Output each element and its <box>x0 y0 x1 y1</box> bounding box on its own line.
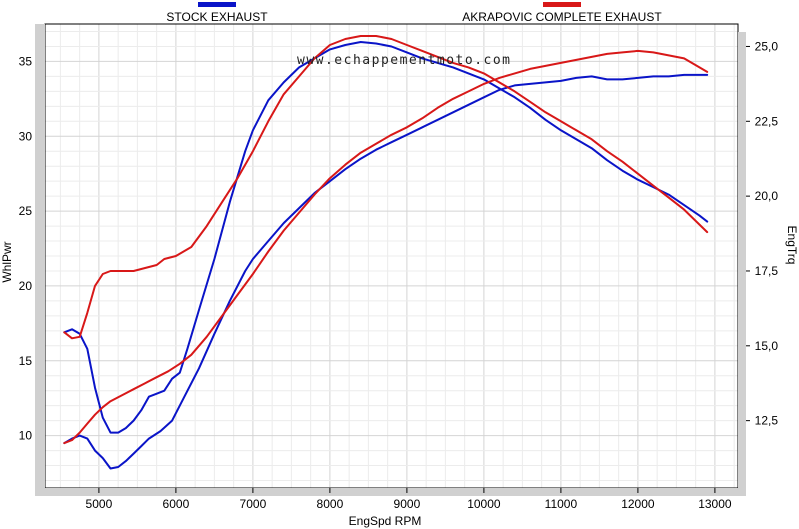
y-left-tick-label: 30 <box>19 129 33 143</box>
y-right-tick-label: 25,0 <box>755 39 779 53</box>
series-line-stock-power <box>63 73 709 470</box>
bottom-axis-band <box>45 488 746 496</box>
legend-label-akrapovic: AKRAPOVIC COMPLETE EXHAUST <box>462 10 662 24</box>
x-tick-label: 11000 <box>545 497 578 511</box>
y-axis-right-title: EngTrq <box>785 226 799 265</box>
y-left-tick-label: 20 <box>19 279 33 293</box>
x-tick-label: 5000 <box>86 497 113 511</box>
y-left-tick-label: 25 <box>19 204 33 218</box>
watermark-text: www.echappementmoto.com <box>297 53 512 68</box>
x-axis-title: EngSpd RPM <box>349 514 422 528</box>
y-right-tick-label: 20,0 <box>755 189 779 203</box>
y-left-tick-label: 10 <box>19 429 33 443</box>
y-right-tick-label: 17,5 <box>755 264 779 278</box>
series-group <box>63 35 709 470</box>
x-tick-label: 10000 <box>467 497 501 511</box>
legend-label-stock: STOCK EXHAUST <box>166 10 268 24</box>
y-right-tick-label: 15,0 <box>755 339 779 353</box>
series-line-akrapovic-power <box>63 49 709 445</box>
right-axis-band <box>738 32 746 496</box>
x-tick-label: 9000 <box>394 497 421 511</box>
series-line-stock-torque <box>63 41 709 434</box>
series-line-akrapovic-torque <box>63 35 709 340</box>
x-tick-label: 6000 <box>163 497 190 511</box>
y-right-tick-label: 12,5 <box>755 414 779 428</box>
y-left-tick-label: 15 <box>19 354 33 368</box>
left-axis-band <box>35 24 45 496</box>
x-tick-label: 8000 <box>317 497 344 511</box>
x-tick-label: 12000 <box>621 497 655 511</box>
y-axis-left-title: WhlPwr <box>0 241 14 282</box>
y-left-tick-label: 35 <box>19 54 33 68</box>
y-right-tick-label: 22,5 <box>755 114 779 128</box>
grid <box>45 24 738 488</box>
legend-swatch-akrapovic <box>543 2 581 7</box>
x-tick-label: 7000 <box>240 497 267 511</box>
ticks-group: 5000 6000 7000 8000 9000 10000 11000 12000 13000… <box>19 39 779 511</box>
x-tick-label: 13000 <box>698 497 732 511</box>
legend-swatch-stock <box>198 2 236 7</box>
